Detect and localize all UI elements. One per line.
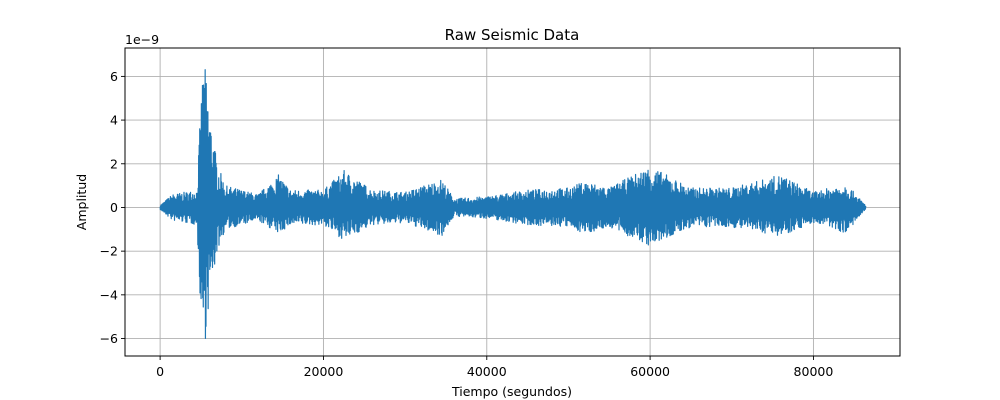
y-tick-label: 6	[110, 69, 118, 84]
y-tick-label: 0	[110, 200, 118, 215]
y-tick-label: −2	[100, 244, 118, 259]
x-axis-label: Tiempo (segundos)	[451, 384, 572, 399]
y-axis-label: Amplitud	[74, 174, 89, 230]
y-tick-label: −6	[100, 331, 118, 346]
y-tick-label: 2	[110, 156, 118, 171]
y-tick-label: 4	[110, 113, 118, 128]
y-tick-label: −4	[100, 287, 118, 302]
seismic-signal-line	[159, 69, 867, 339]
chart-title: Raw Seismic Data	[445, 26, 580, 44]
x-tick-label: 20000	[304, 364, 344, 379]
ticks: 0 20000 40000 60000 80000 −6 −4 −2 0 2 4 6	[100, 69, 834, 379]
y-scale-offset-label: 1e−9	[125, 32, 159, 47]
x-tick-label: 40000	[467, 364, 507, 379]
x-tick-label: 0	[156, 364, 164, 379]
x-tick-label: 60000	[630, 364, 670, 379]
plot-area	[159, 69, 867, 339]
plot-frame	[124, 47, 901, 357]
x-tick-label: 80000	[794, 364, 834, 379]
